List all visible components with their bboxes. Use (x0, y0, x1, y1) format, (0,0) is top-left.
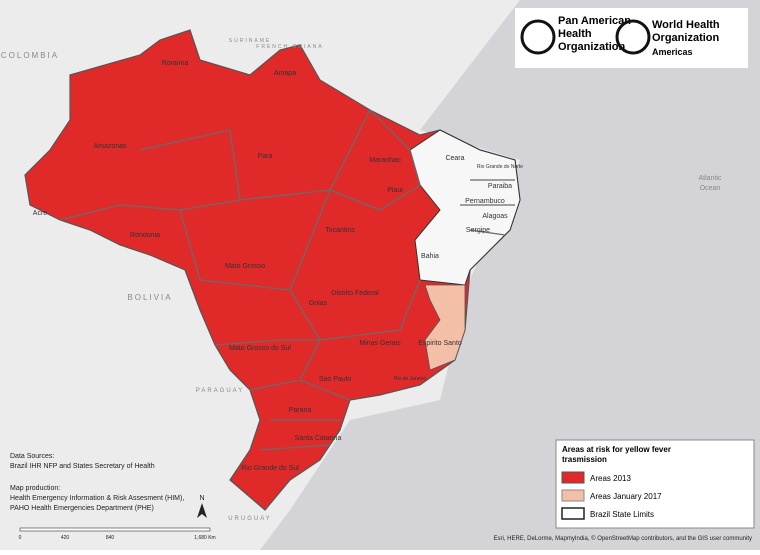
state-labels: Roraima Amapa Amazonas Para Maranhao Cea… (33, 60, 523, 472)
logo-text: Pan American (558, 15, 631, 27)
state-limits (59, 109, 515, 451)
state-label: Rio Grande do Sul (241, 465, 299, 472)
legend-label: Areas January 2017 (590, 492, 662, 501)
state-label: Minas Gerais (359, 340, 401, 347)
areas-2017 (424, 284, 466, 371)
logo-text: Organization (558, 41, 626, 53)
country-label: FRENCH GUIANA (256, 44, 323, 50)
logo-text: Americas (652, 47, 693, 57)
state-label: Para (258, 153, 273, 160)
north-label: N (199, 495, 204, 502)
ocean-label: Ocean (700, 185, 721, 192)
scale-label: 420 (61, 535, 70, 541)
legend-swatch (561, 489, 585, 502)
country-label: PARAGUAY (196, 388, 244, 394)
state-label: Mato Grosso do Sul (229, 345, 291, 352)
state-label: Pernambuco (465, 198, 505, 205)
country-labels: COLOMBIA BOLIVIA PARAGUAY URUGUAY FRENCH… (1, 38, 722, 522)
who-emblem (615, 19, 651, 55)
state-label: Santa Catarina (295, 435, 342, 442)
state-label: Amapa (274, 70, 296, 77)
state-label: Paraiba (488, 183, 512, 190)
attribution: Esri, HERE, DeLorme, MapmyIndia, © OpenS… (493, 535, 752, 542)
production-text: Health Emergency Information & Risk Asse… (10, 495, 184, 502)
state-label: Distrito Federal (331, 290, 379, 297)
country-label: SURINAME (229, 38, 271, 44)
scale-label: 1,680 Km (194, 535, 215, 541)
credits: Data Sources: Brazil IHR NFP and States … (10, 453, 752, 542)
state-label: Acre (33, 210, 48, 217)
state-label: Roraima (162, 60, 189, 67)
country-label: COLOMBIA (1, 51, 59, 60)
scale-label: 0 (19, 535, 22, 541)
logo-text: World Health (652, 19, 720, 31)
state-label: Alagoas (482, 213, 508, 220)
areas-2013 (24, 29, 521, 511)
production-title: Map production: (10, 485, 60, 492)
state-label: Rondonia (130, 232, 160, 239)
state-label: Rio Grande do Norte (477, 164, 523, 170)
legend-title: trasmission (562, 455, 607, 464)
state-label: Rio de Janeiro (394, 376, 426, 382)
state-label: Ceara (445, 155, 464, 162)
ocean-label: Atlantic (699, 175, 722, 182)
north-arrow (197, 503, 207, 518)
country-label: BOLIVIA (127, 293, 172, 302)
state-label: Sergipe (466, 227, 490, 234)
logos: Pan American Health Organization World H… (515, 8, 748, 68)
sources-title: Data Sources: (10, 453, 54, 460)
paho-emblem (520, 19, 556, 55)
legend-title: Areas at risk for yellow fever (562, 445, 671, 454)
scale-bar (19, 527, 211, 532)
state-label: Piaui (387, 187, 403, 194)
legend-swatch (561, 471, 585, 484)
legend-swatch (561, 507, 585, 520)
state-label: Espirito Santo (418, 340, 462, 347)
state-label: Goias (309, 300, 328, 307)
state-label: Sao Paulo (319, 376, 351, 383)
state-label: Amazonas (93, 143, 127, 150)
legend-label: Brazil State Limits (590, 510, 654, 519)
state-label: Mato Grosso (225, 263, 265, 270)
legend-box (555, 439, 755, 529)
state-label: Parana (289, 407, 312, 414)
state-label: Tocantins (325, 227, 355, 234)
scale-label: 840 (106, 535, 115, 541)
state-label: Maranhao (369, 157, 401, 164)
state-label: Bahia (421, 253, 439, 260)
legend: Areas at risk for yellow fever trasmissi… (555, 439, 755, 529)
legend-label: Areas 2013 (590, 474, 631, 483)
no-risk-area (409, 129, 521, 286)
production-text: PAHO Health Emergencies Department (PHE) (10, 505, 154, 512)
logo-text: Organization (652, 32, 720, 44)
sources-text: Brazil IHR NFP and States Secretary of H… (10, 463, 155, 470)
country-label: URUGUAY (228, 516, 272, 522)
logo-text: Health (558, 28, 592, 40)
